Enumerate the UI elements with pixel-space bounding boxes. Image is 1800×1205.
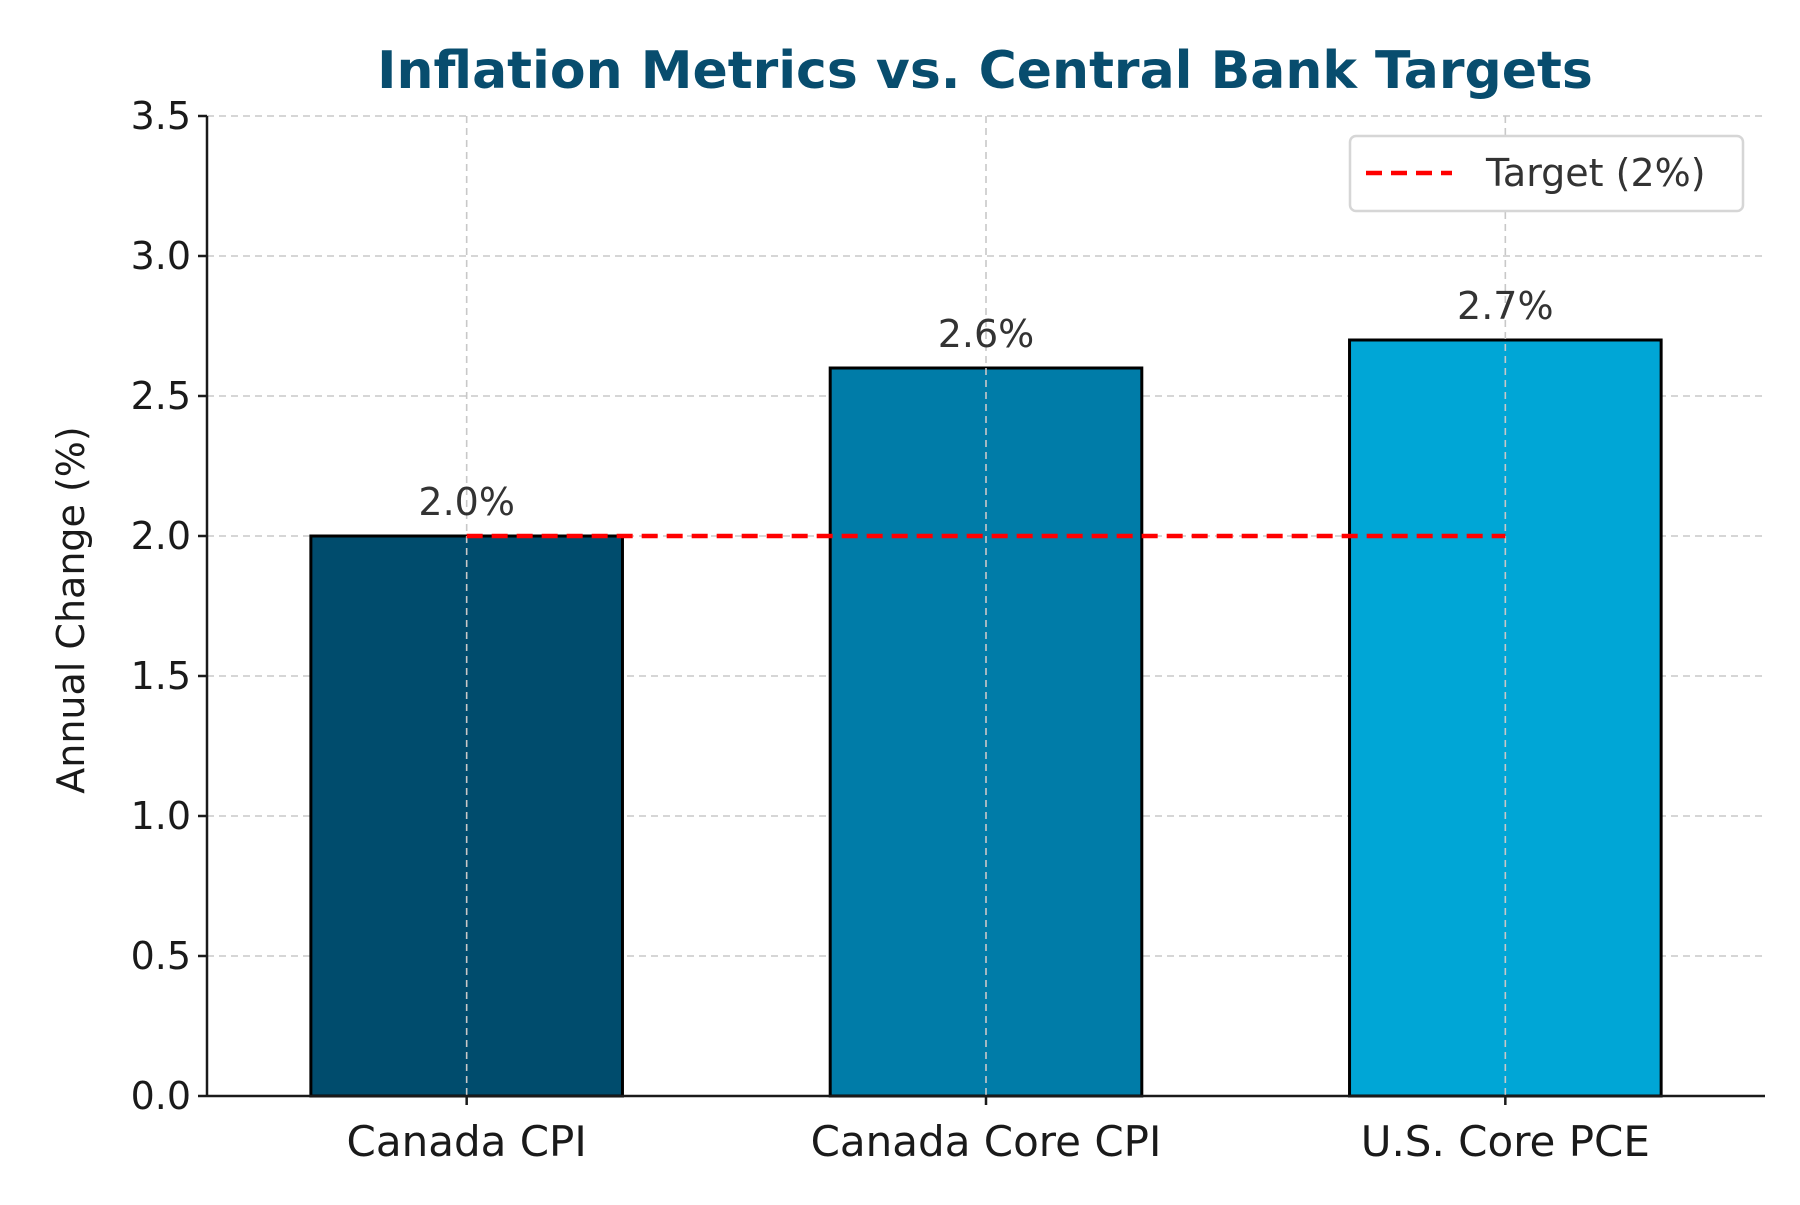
bar-data-label: 2.6% <box>938 312 1035 356</box>
x-ticks: Canada CPI Canada Core CPI U.S. Core PCE <box>347 1096 1650 1166</box>
y-axis-label: Annual Change (%) <box>49 426 93 794</box>
chart-title: Inflation Metrics vs. Central Bank Targe… <box>377 41 1593 101</box>
y-tick-label: 1.5 <box>131 654 191 698</box>
x-tick-label: Canada Core CPI <box>811 1117 1162 1166</box>
x-tick-label: Canada CPI <box>347 1117 587 1166</box>
y-tick-label: 2.0 <box>131 514 191 558</box>
y-tick-label: 2.5 <box>131 374 191 418</box>
y-tick-label: 0.0 <box>131 1074 191 1118</box>
y-tick-label: 3.0 <box>131 234 191 278</box>
vertical-grid <box>465 116 1507 1096</box>
legend: Target (2%) <box>1348 134 1745 213</box>
bar-data-label: 2.0% <box>418 480 515 524</box>
y-ticks: 0.0 0.5 1.0 1.5 2.0 2.5 3.0 3.5 <box>131 94 207 1118</box>
y-tick-label: 1.0 <box>131 794 191 838</box>
legend-box <box>1348 134 1745 213</box>
data-labels: 2.0% 2.6% 2.7% <box>418 284 1553 524</box>
x-tick-label: U.S. Core PCE <box>1361 1117 1650 1166</box>
legend-target-label: Target (2%) <box>1485 151 1706 195</box>
y-tick-label: 0.5 <box>131 934 191 978</box>
y-tick-label: 3.5 <box>131 94 191 138</box>
bar-data-label: 2.7% <box>1457 284 1554 328</box>
